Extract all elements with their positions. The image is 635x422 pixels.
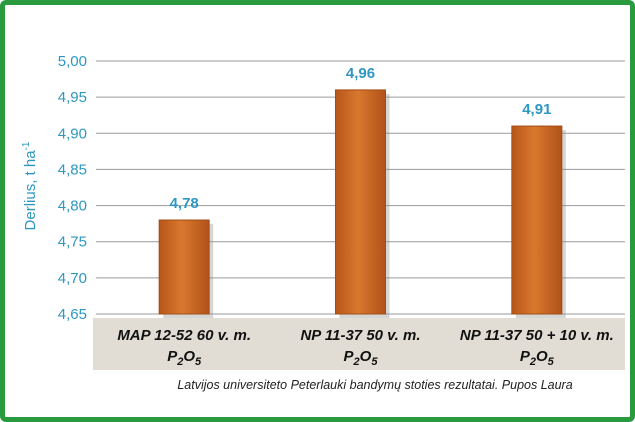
y-tick-label: 4,75: [58, 234, 87, 251]
y-tick-label: 4,95: [58, 89, 87, 106]
data-label: 4,96: [346, 65, 375, 82]
y-tick-label: 4,65: [58, 306, 87, 323]
y-tick-label: 5,00: [58, 53, 87, 70]
category-band: [93, 318, 625, 370]
category-label: NP 11-37 50 v. m.: [300, 327, 420, 344]
y-tick-label: 4,80: [58, 198, 87, 215]
source-note: Latvijos universiteto Peterlauki bandymų…: [177, 378, 572, 392]
y-tick-label: 4,70: [58, 270, 87, 287]
bar: [335, 89, 386, 315]
category-label-formula: P2O5: [520, 348, 555, 368]
category-label-formula: P2O5: [167, 348, 202, 368]
bars: [158, 89, 566, 319]
y-tick-label: 4,90: [58, 125, 87, 142]
data-label: 4,78: [170, 195, 199, 212]
category-label: MAP 12-52 60 v. m.: [117, 327, 251, 344]
bar: [511, 125, 563, 315]
category-labels: MAP 12-52 60 v. m. P2O5 NP 11-37 50 v. m. P…: [117, 327, 613, 368]
y-axis-ticks: 4,65 4,70 4,75 4,80 4,85 4,90 4,95 5,00: [58, 53, 87, 323]
category-label: NP 11-37 50 + 10 v. m.: [460, 327, 614, 344]
y-tick-label: 4,85: [58, 161, 87, 178]
data-label: 4,91: [522, 101, 551, 118]
data-labels: 4,78 4,96 4,91: [170, 65, 552, 212]
bar: [158, 219, 210, 315]
y-axis-label: Derlius, t ha-1: [21, 141, 39, 230]
category-label-formula: P2O5: [344, 348, 379, 368]
